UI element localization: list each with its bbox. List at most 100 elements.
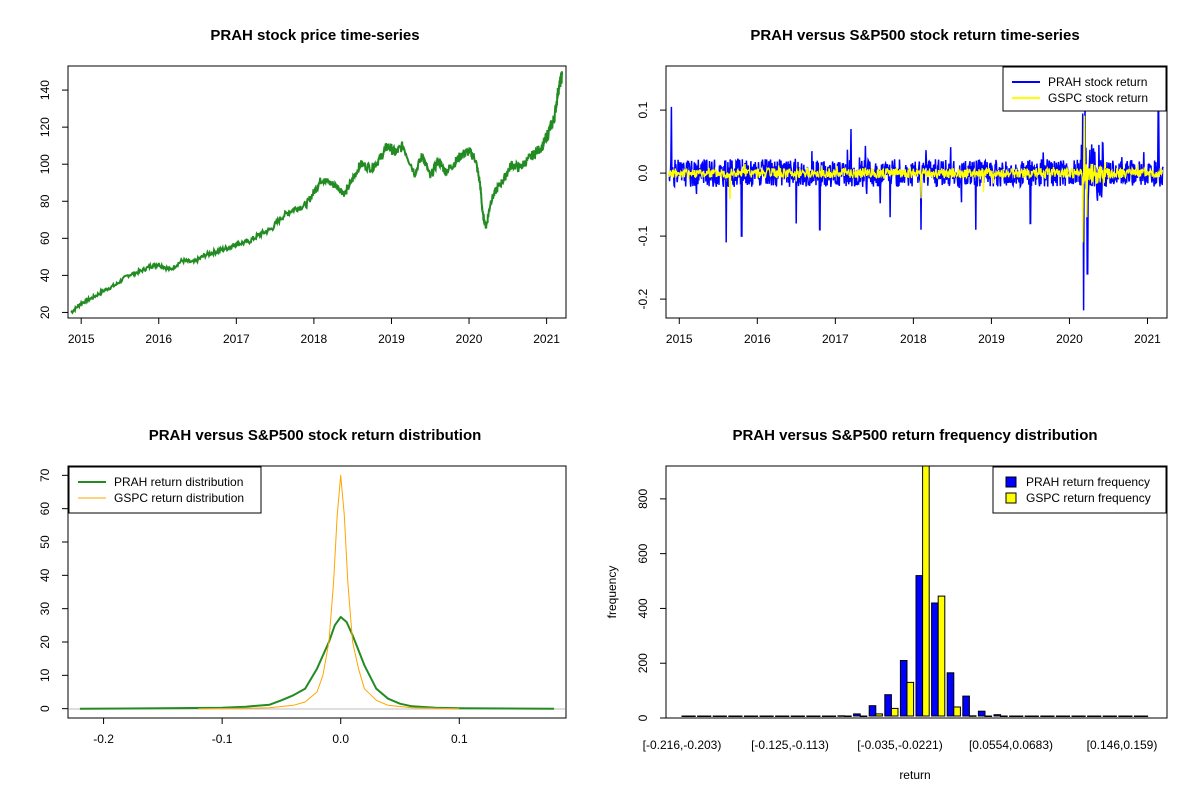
returns-x-tick-label: 2021 [1134, 332, 1161, 346]
histogram-bar [790, 715, 799, 717]
histogram-bar [743, 715, 752, 717]
returns-x-tick-label: 2016 [744, 332, 771, 346]
price-y-tick-label: 60 [38, 231, 52, 245]
histogram-bar [962, 695, 970, 717]
histogram-bar [728, 715, 736, 717]
histogram-bar [984, 715, 993, 717]
price-x-axis: 2015 2016 2017 2018 2019 2020 2021 [68, 318, 560, 346]
histogram-x-axis: [-0.216,-0.203) [-0.125,-0.113) [-0.035,-0… [643, 738, 1158, 752]
histogram-bar [1071, 715, 1080, 717]
histogram-bar [899, 660, 908, 717]
density-series-line [79, 616, 555, 710]
histogram-bars [681, 465, 1149, 717]
histogram-legend-box [992, 466, 1167, 514]
histogram-panel: PRAH versus S&P500 return frequency dist… [605, 427, 1168, 782]
density-y-axis: 0 10 20 30 40 50 60 70 [38, 468, 68, 712]
histogram-bar [868, 705, 877, 717]
density-x-axis: -0.2 -0.1 0.0 0.1 [93, 718, 468, 746]
returns-x-axis: 2015 2016 2017 2018 2019 2020 2021 [666, 318, 1161, 346]
price-plot-frame [67, 65, 567, 319]
density-y-tick-label: 0 [38, 705, 52, 712]
price-x-tick-label: 2021 [533, 332, 560, 346]
returns-y-tick-label: -0.1 [636, 225, 650, 246]
histogram-y-tick-label: 600 [636, 543, 650, 563]
histogram-x-tick-label: [0.0554,0.0683) [969, 738, 1053, 752]
histogram-legend: PRAH return frequency GSPC return freque… [992, 466, 1167, 514]
histogram-bar [1078, 715, 1086, 717]
histogram-bar [797, 715, 805, 717]
histogram-bar [697, 715, 705, 717]
histogram-bar [781, 715, 790, 717]
histogram-y-axis: 0 200 400 600 800 [636, 489, 666, 721]
price-x-tick-label: 2020 [456, 332, 483, 346]
density-y-tick-label: 10 [38, 668, 52, 682]
histogram-bar [734, 715, 743, 717]
price-panel: PRAH stock price time-series 2015 2016 201… [38, 27, 567, 346]
histogram-bar [806, 715, 814, 717]
histogram-bar [1000, 715, 1008, 717]
returns-x-tick-label: 2015 [666, 332, 693, 346]
density-legend: PRAH return distribution GSPC return dis… [68, 466, 262, 514]
price-y-tick-label: 140 [38, 80, 52, 100]
histogram-bar [719, 715, 727, 717]
histogram-x-tick-label: [0.146,0.159) [1087, 738, 1158, 752]
histogram-bar [906, 681, 915, 717]
price-x-tick-label: 2018 [301, 332, 328, 346]
histogram-legend-label-prah: PRAH return frequency [1026, 475, 1150, 489]
price-x-tick-label: 2017 [223, 332, 250, 346]
price-y-tick-label: 120 [38, 117, 52, 137]
histogram-legend-swatch-prah [1005, 476, 1017, 488]
returns-legend-label-prah: PRAH stock return [1048, 75, 1147, 89]
returns-x-tick-label: 2018 [900, 332, 927, 346]
price-x-tick-label: 2015 [68, 332, 95, 346]
density-plot-frame [67, 465, 567, 719]
returns-legend-box [1002, 66, 1167, 112]
histogram-y-tick-label: 0 [636, 714, 650, 721]
price-x-tick-label: 2016 [145, 332, 172, 346]
histogram-bar [922, 465, 930, 717]
histogram-y-tick-label: 400 [636, 598, 650, 618]
histogram-bar [1009, 715, 1017, 717]
histogram-bar [775, 715, 783, 717]
density-legend-box [68, 466, 262, 514]
returns-x-tick-label: 2019 [978, 332, 1005, 346]
histogram-bar [884, 694, 892, 717]
histogram-bar [875, 713, 883, 717]
density-legend-label-prah: PRAH return distribution [114, 475, 243, 489]
histogram-bar [766, 715, 774, 717]
histogram-bar [844, 715, 852, 717]
histogram-bar [1031, 715, 1039, 717]
histogram-bar [1140, 715, 1149, 717]
histogram-legend-label-gspc: GSPC return frequency [1026, 491, 1151, 505]
histogram-bar [712, 715, 721, 717]
histogram-bar [953, 706, 961, 717]
density-series-line [198, 474, 460, 710]
histogram-bar [1046, 715, 1055, 717]
histogram-bar [946, 672, 955, 717]
histogram-bar [977, 710, 986, 717]
histogram-x-tick-label: [-0.216,-0.203) [643, 738, 722, 752]
histogram-plot-frame [665, 465, 1168, 719]
density-x-tick-label: 0.0 [332, 732, 349, 746]
price-series [70, 71, 564, 315]
density-x-tick-label: 0.1 [451, 732, 468, 746]
histogram-bar [759, 715, 768, 717]
histogram-y-tick-label: 200 [636, 653, 650, 673]
histogram-bar [931, 602, 939, 717]
histogram-bar [703, 715, 712, 717]
density-x-tick-label: -0.1 [212, 732, 233, 746]
returns-legend: PRAH stock return GSPC stock return [1002, 66, 1167, 112]
returns-series-line [668, 115, 1164, 243]
returns-y-tick-label: 0.1 [636, 101, 650, 118]
histogram-bar [1015, 715, 1024, 717]
density-y-tick-label: 20 [38, 635, 52, 649]
histogram-bar [1087, 715, 1095, 717]
histogram-bar [993, 714, 1002, 717]
histogram-x-tick-label: [-0.125,-0.113) [751, 738, 829, 752]
histogram-bar [681, 715, 690, 717]
histogram-bar [1102, 715, 1111, 717]
histogram-bar [837, 715, 846, 717]
density-title: PRAH versus S&P500 stock return distribu… [149, 427, 482, 444]
density-legend-label-gspc: GSPC return distribution [114, 491, 244, 505]
